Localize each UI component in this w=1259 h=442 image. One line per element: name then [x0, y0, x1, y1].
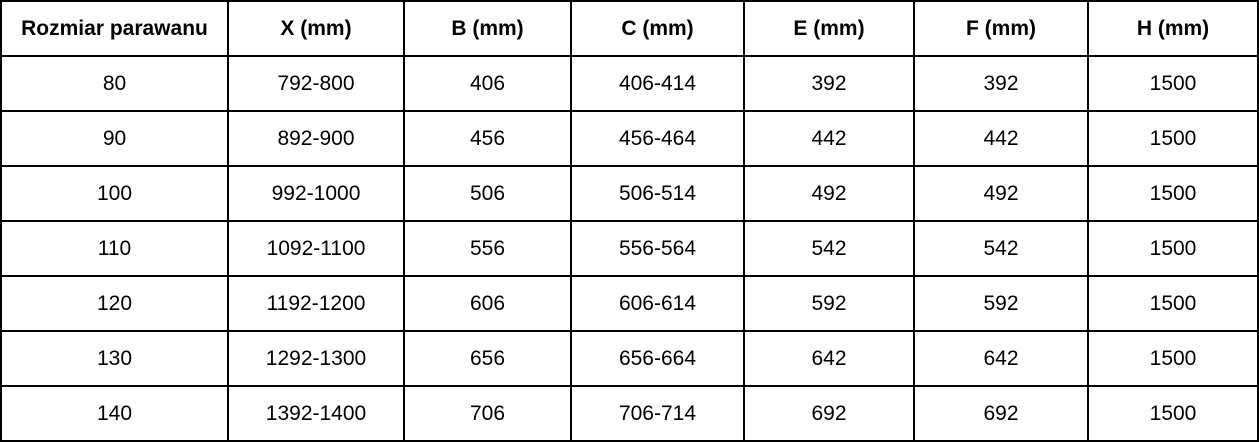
- table-cell: 1092-1100: [227, 220, 405, 277]
- table-cell: 442: [913, 110, 1089, 167]
- table-cell: 542: [913, 220, 1089, 277]
- table-cell: 406-414: [570, 55, 745, 112]
- table-cell: 1500: [1087, 110, 1259, 167]
- table-row-100: 100 992-1000 506 506-514 492 492 1500: [0, 165, 1259, 222]
- header-cell-e-mm: E (mm): [743, 0, 915, 57]
- table-cell: 456-464: [570, 110, 745, 167]
- header-cell-x-mm: X (mm): [227, 0, 405, 57]
- table-cell: 1192-1200: [227, 275, 405, 332]
- table-cell: 80: [0, 55, 229, 112]
- table-cell: 592: [913, 275, 1089, 332]
- table-cell: 1292-1300: [227, 330, 405, 387]
- table-cell: 406: [403, 55, 572, 112]
- table-cell: 506: [403, 165, 572, 222]
- table-cell: 606-614: [570, 275, 745, 332]
- table-cell: 556-564: [570, 220, 745, 277]
- table-row-80: 80 792-800 406 406-414 392 392 1500: [0, 55, 1259, 112]
- header-cell-f-mm: F (mm): [913, 0, 1089, 57]
- table-cell: 442: [743, 110, 915, 167]
- header-cell-h-mm: H (mm): [1087, 0, 1259, 57]
- table-cell: 392: [913, 55, 1089, 112]
- table-cell: 606: [403, 275, 572, 332]
- header-row: Rozmiar parawanu X (mm) B (mm) C (mm) E …: [0, 0, 1259, 57]
- table-cell: 992-1000: [227, 165, 405, 222]
- table-cell: 542: [743, 220, 915, 277]
- table-cell: 492: [913, 165, 1089, 222]
- header-cell-b-mm: B (mm): [403, 0, 572, 57]
- table-cell: 130: [0, 330, 229, 387]
- table-cell: 110: [0, 220, 229, 277]
- table-row-130: 130 1292-1300 656 656-664 642 642 1500: [0, 330, 1259, 387]
- table-cell: 656-664: [570, 330, 745, 387]
- table-row-110: 110 1092-1100 556 556-564 542 542 1500: [0, 220, 1259, 277]
- table-row-120: 120 1192-1200 606 606-614 592 592 1500: [0, 275, 1259, 332]
- table-cell: 90: [0, 110, 229, 167]
- table-cell: 1500: [1087, 220, 1259, 277]
- table-cell: 120: [0, 275, 229, 332]
- table-cell: 100: [0, 165, 229, 222]
- table-cell: 1500: [1087, 275, 1259, 332]
- table-cell: 656: [403, 330, 572, 387]
- table-cell: 492: [743, 165, 915, 222]
- table-cell: 642: [913, 330, 1089, 387]
- table-row-90: 90 892-900 456 456-464 442 442 1500: [0, 110, 1259, 167]
- table-cell: 592: [743, 275, 915, 332]
- table-cell: 392: [743, 55, 915, 112]
- table-cell: 892-900: [227, 110, 405, 167]
- table-cell: 1500: [1087, 55, 1259, 112]
- table-cell: 456: [403, 110, 572, 167]
- header-cell-c-mm: C (mm): [570, 0, 745, 57]
- table-cell: 506-514: [570, 165, 745, 222]
- table-cell: 642: [743, 330, 915, 387]
- table-cell: 1500: [1087, 330, 1259, 387]
- table-cell: 792-800: [227, 55, 405, 112]
- header-cell-rozmiar-parawanu: Rozmiar parawanu: [0, 0, 229, 57]
- table-cell: 556: [403, 220, 572, 277]
- table-cell: 1500: [1087, 165, 1259, 222]
